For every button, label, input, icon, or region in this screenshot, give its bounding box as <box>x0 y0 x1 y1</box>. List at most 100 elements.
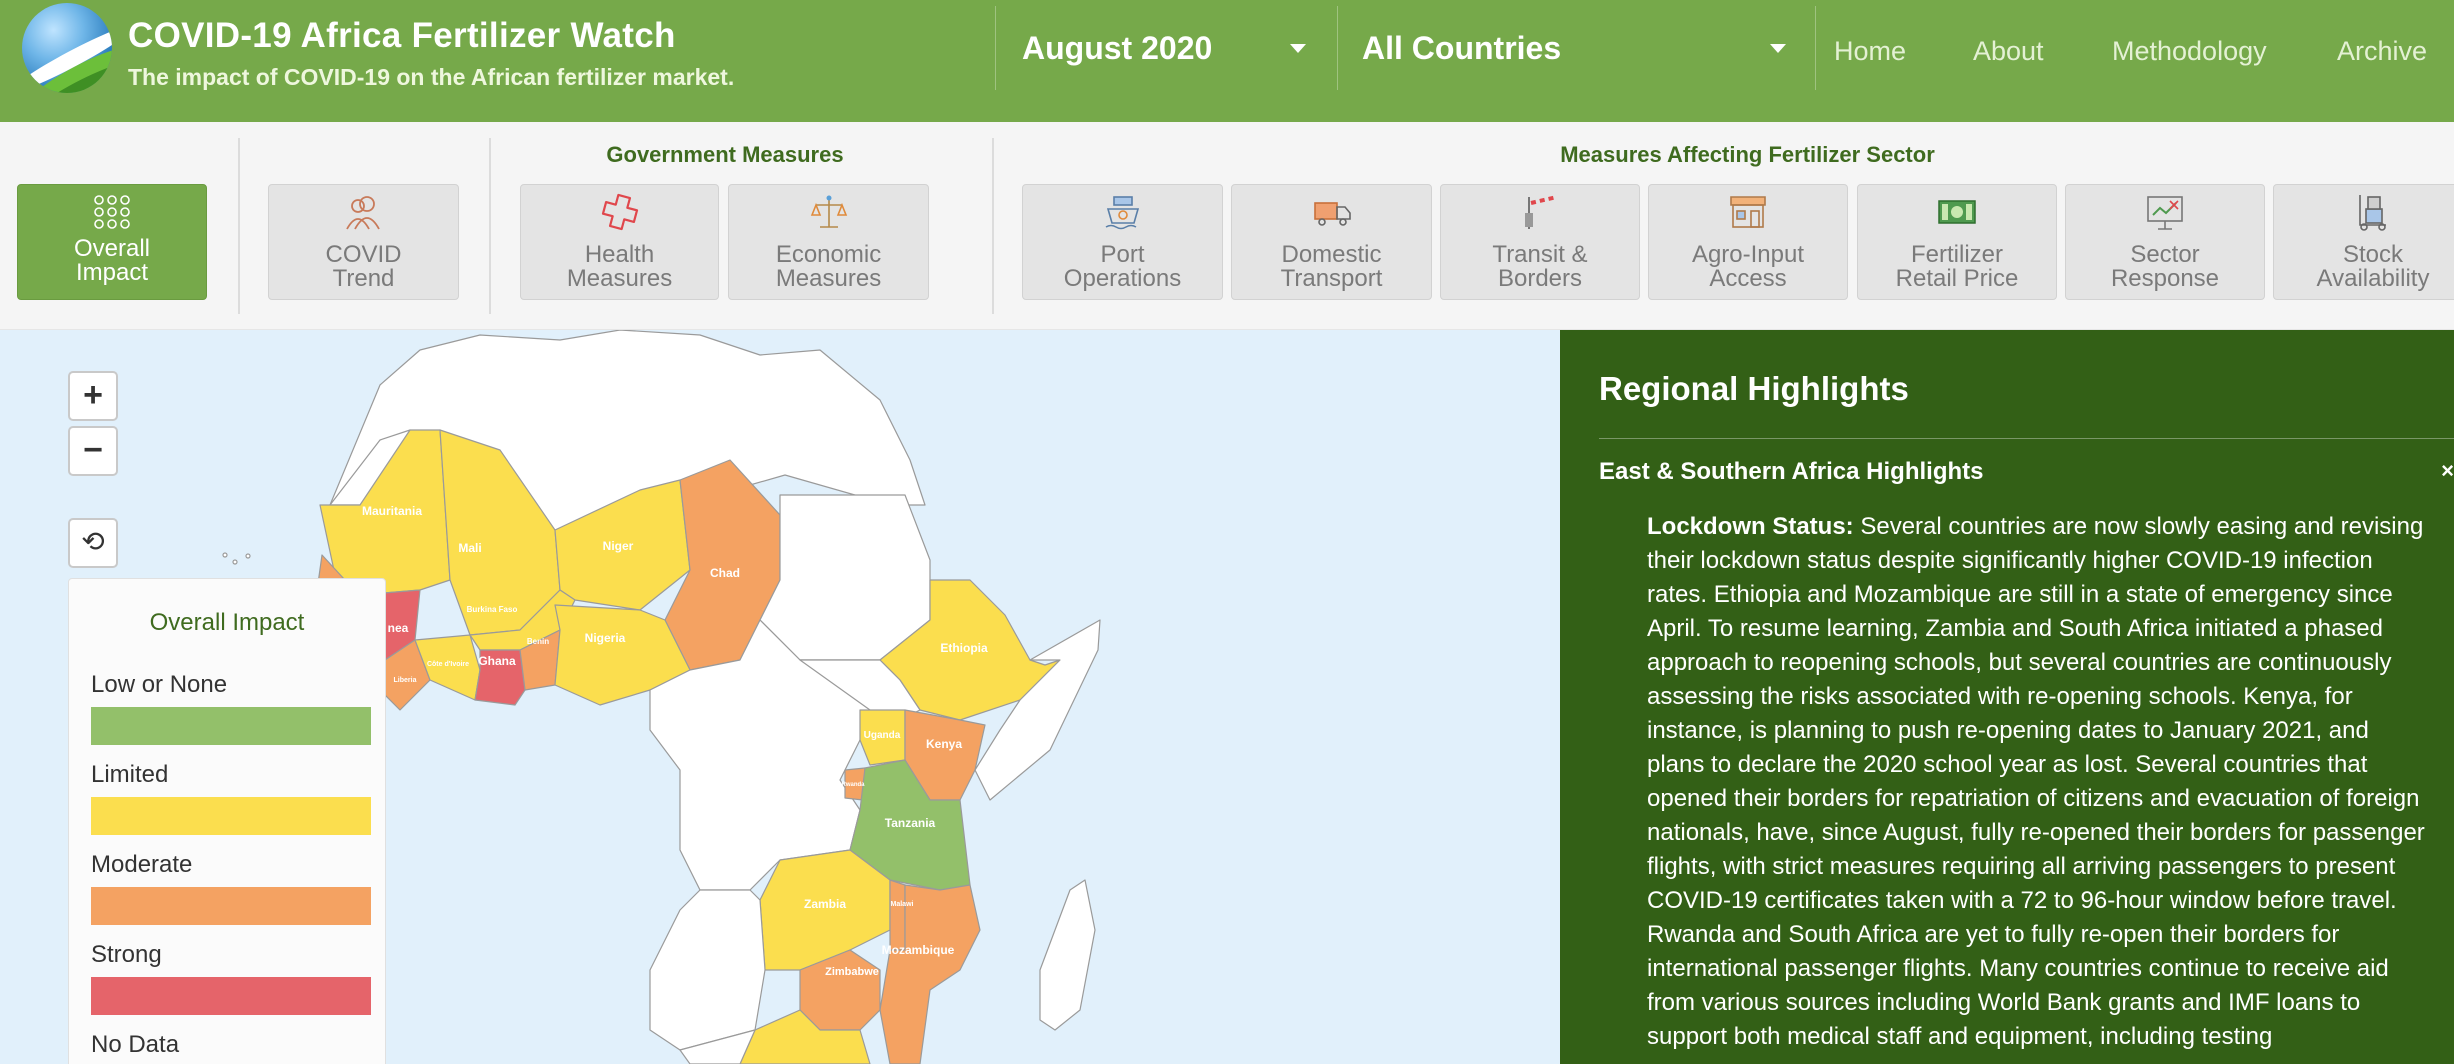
label-niger: Niger <box>603 539 634 553</box>
tab-label: Agro-Input Access <box>1691 241 1805 292</box>
map-legend: Overall Impact Low or None Limited Moder… <box>68 578 386 1064</box>
label-rwanda: Rwanda <box>841 782 865 788</box>
country-select-value: All Countries <box>1362 30 1562 66</box>
store-icon <box>1730 196 1766 228</box>
people-icon <box>345 196 380 230</box>
region-angola <box>649 889 766 1051</box>
highlights-text: Lockdown Status: Several countries are n… <box>1647 510 2427 1054</box>
region-namibia <box>679 1029 756 1064</box>
tab-label: COVID Trend <box>325 241 402 292</box>
africa-map-svg: Mauritania Mali Niger Chad nea Burkina F… <box>222 330 1101 1064</box>
zoom-out-button[interactable]: − <box>68 426 118 476</box>
legend-label: Limited <box>91 761 169 788</box>
tab-label: Overall Impact <box>73 235 151 286</box>
regional-highlights-panel: Regional Highlights East & Southern Afri… <box>1560 330 2454 1064</box>
zoom-in-button[interactable]: + <box>68 371 118 421</box>
tab-transit-borders[interactable]: Transit & Borders <box>1440 184 1640 300</box>
close-icon[interactable]: × <box>2441 458 2454 483</box>
panel-divider <box>1599 438 2454 439</box>
grid-dots-icon <box>94 195 130 229</box>
tab-fertilizer-retail-price[interactable]: Fertilizer Retail Price <box>1857 184 2057 300</box>
tab-agro-input-access[interactable]: Agro-Input Access <box>1648 184 1848 300</box>
label-zimbabwe: Zimbabwe <box>825 966 879 978</box>
site-subtitle: The impact of COVID-19 on the African fe… <box>128 64 735 90</box>
month-select[interactable]: August 2020 <box>1022 30 1312 74</box>
label-uganda: Uganda <box>864 730 901 741</box>
legend-title: Overall Impact <box>149 609 305 636</box>
nav-methodology[interactable]: Methodology <box>2112 36 2267 66</box>
label-liberia: Liberia <box>394 677 417 684</box>
truck-icon <box>1313 202 1351 226</box>
group-title-government: Government Measures <box>606 142 844 167</box>
impact-map[interactable]: Mauritania Mali Niger Chad nea Burkina F… <box>0 330 1560 1064</box>
tab-label: Domestic Transport <box>1280 241 1383 292</box>
site-title[interactable]: COVID-19 Africa Fertilizer Watch <box>128 16 676 55</box>
tab-sector-response[interactable]: Sector Response <box>2065 184 2265 300</box>
indicator-toolbar: Overall Impact COVID Trend Government Me… <box>0 122 2454 330</box>
region-southern-africa <box>739 1009 871 1064</box>
region-sudan <box>759 494 931 661</box>
scale-coins-icon <box>810 195 847 228</box>
chevron-down-icon <box>1770 44 1786 53</box>
tab-label: Sector Response <box>2110 241 2220 292</box>
region-mozambique <box>879 884 981 1064</box>
tab-port-operations[interactable]: Port Operations <box>1022 184 1223 300</box>
tab-stock-availability[interactable]: Stock Availability <box>2273 184 2454 300</box>
reset-view-icon[interactable]: ⟲ <box>68 518 118 568</box>
label-ethiopia: Ethiopia <box>940 641 988 655</box>
region-malawi <box>889 879 906 951</box>
legend-swatch-strong <box>91 977 371 1015</box>
legend-label: Strong <box>91 941 162 968</box>
header-divider <box>995 6 996 90</box>
site-header: COVID-19 Africa Fertilizer Watch The imp… <box>0 0 2454 122</box>
logo-icon[interactable] <box>22 3 112 93</box>
country-select[interactable]: All Countries <box>1362 30 1792 74</box>
label-mozambique: Mozambique <box>882 943 955 957</box>
tab-label: Economic Measures <box>775 241 882 292</box>
tab-economic-measures[interactable]: Economic Measures <box>728 184 929 300</box>
region-madagascar <box>1039 879 1096 1031</box>
legend-swatch-moderate <box>91 887 371 925</box>
tab-overall-impact[interactable]: Overall Impact <box>17 184 207 300</box>
tab-label: Port Operations <box>1063 241 1182 292</box>
label-benin: Benin <box>527 637 549 646</box>
tab-label: Stock Availability <box>2316 241 2430 292</box>
money-icon <box>1938 200 1976 224</box>
label-ivory-coast: Côte d'Ivoire <box>427 661 469 668</box>
presentation-board-icon <box>2147 196 2183 230</box>
nav-about[interactable]: About <box>1973 36 2044 66</box>
group-title-sector: Measures Affecting Fertilizer Sector <box>1021 142 2454 168</box>
label-kenya: Kenya <box>926 737 962 751</box>
tab-label: Health Measures <box>566 241 673 292</box>
tab-domestic-transport[interactable]: Domestic Transport <box>1231 184 1432 300</box>
label-zambia: Zambia <box>804 897 846 911</box>
hand-truck-icon <box>2359 195 2386 231</box>
header-divider <box>1337 6 1338 90</box>
toolbar-divider <box>489 138 491 314</box>
label-mauritania: Mauritania <box>362 504 422 518</box>
medical-cross-icon <box>601 193 638 231</box>
tab-covid-trend[interactable]: COVID Trend <box>268 184 459 300</box>
label-ghana: Ghana <box>478 654 516 668</box>
label-chad: Chad <box>710 566 740 580</box>
label-tanzania: Tanzania <box>885 816 936 830</box>
section-toggle-east-southern[interactable]: East & Southern Africa Highlights <box>1599 458 1984 485</box>
toolbar-divider <box>992 138 994 314</box>
nav-archive[interactable]: Archive <box>2337 36 2428 66</box>
legend-label: Low or None <box>91 671 228 698</box>
header-divider <box>1815 6 1816 90</box>
legend-label: No Data <box>91 1031 180 1058</box>
legend-label: Moderate <box>91 851 193 878</box>
tab-label: Transit & Borders <box>1492 241 1588 292</box>
month-select-value: August 2020 <box>1022 30 1213 66</box>
label-malawi: Malawi <box>891 901 914 908</box>
region-uganda <box>859 709 906 766</box>
panel-title: Regional Highlights <box>1599 370 1909 407</box>
region-somalia <box>974 619 1101 801</box>
label-burkina: Burkina Faso <box>467 605 518 614</box>
label-mali: Mali <box>458 541 481 555</box>
country-labels: Mauritania Mali Niger Chad nea Burkina F… <box>362 504 988 978</box>
nav-home[interactable]: Home <box>1834 36 1907 66</box>
label-guinea: nea <box>388 621 409 635</box>
tab-health-measures[interactable]: Health Measures <box>520 184 719 300</box>
